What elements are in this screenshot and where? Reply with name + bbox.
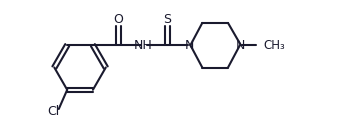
Text: NH: NH	[134, 39, 153, 52]
Text: S: S	[164, 14, 172, 26]
Text: O: O	[114, 14, 123, 26]
Text: N: N	[236, 39, 246, 52]
Text: Cl: Cl	[48, 105, 60, 118]
Text: CH₃: CH₃	[264, 39, 286, 52]
Text: N: N	[185, 39, 194, 52]
